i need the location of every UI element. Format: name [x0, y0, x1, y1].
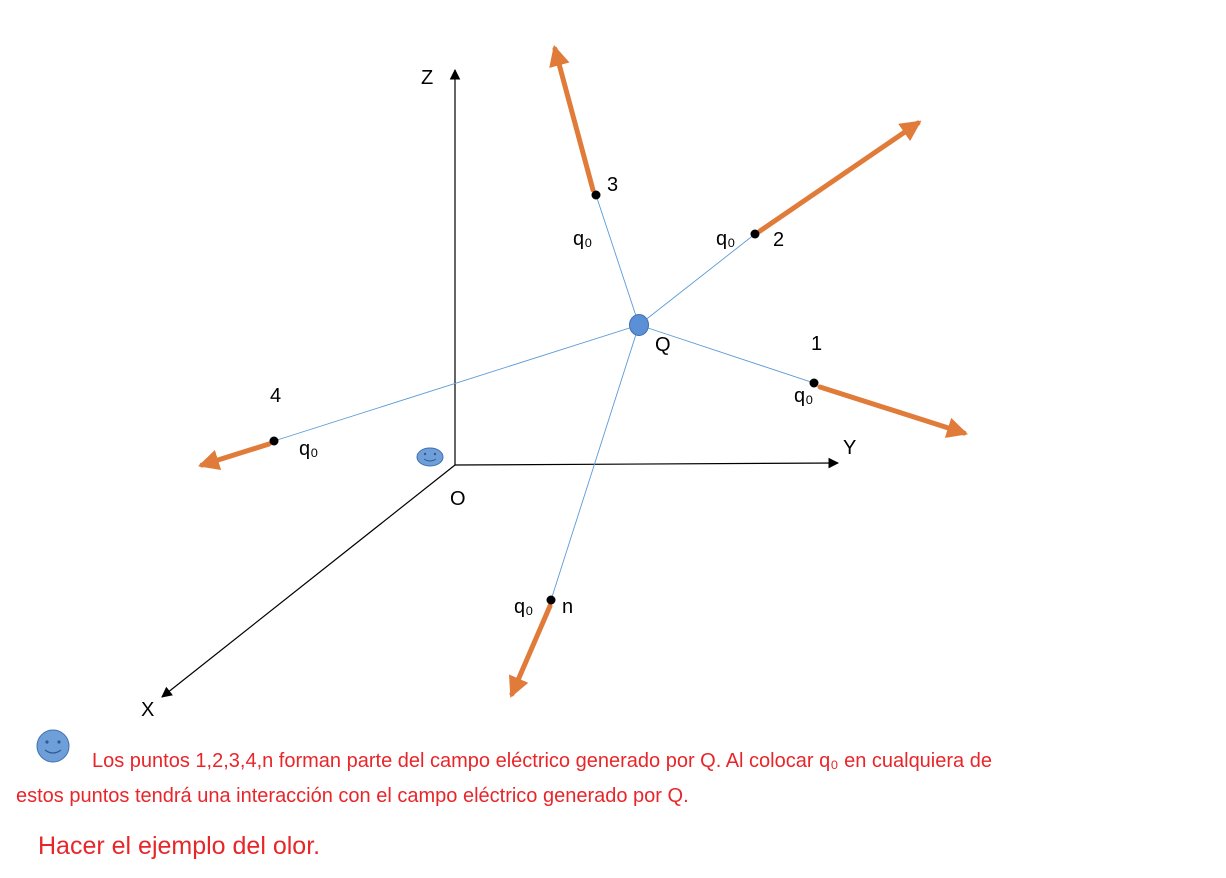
- point-n-charge-label: q₀: [514, 596, 533, 618]
- field-vector-n: [509, 603, 553, 698]
- teacher-note: Hacer el ejemplo del olor.: [38, 832, 321, 860]
- field-vector-4: [197, 441, 272, 470]
- point-n-number: n: [562, 596, 573, 618]
- point-n-dot: [546, 595, 556, 605]
- field-line-2: [638, 233, 756, 326]
- y-axis-label: Y: [843, 437, 856, 459]
- field-vector-2: [757, 120, 922, 234]
- central-charge-label: Q: [655, 334, 671, 356]
- central-charge: [629, 314, 649, 336]
- point-4-number: 4: [270, 385, 281, 407]
- field-vector-1: [817, 384, 969, 438]
- point-4-charge-label: q₀: [299, 438, 318, 460]
- point-3-charge-label: q₀: [573, 228, 592, 250]
- field-vectors: [197, 44, 969, 698]
- field-line-n: [550, 324, 640, 601]
- x-axis: [161, 464, 456, 698]
- caption-line-1: Los puntos 1,2,3,4,n forman parte del ca…: [92, 750, 992, 772]
- test-charge-points: [269, 190, 819, 605]
- caption-line-2: estos puntos tendrá una interacción con …: [16, 785, 689, 807]
- point-1-number: 1: [811, 333, 822, 355]
- point-3-number: 3: [607, 174, 618, 196]
- point-4-dot: [269, 436, 279, 446]
- x-axis-label: X: [141, 699, 154, 721]
- origin-label: O: [450, 488, 466, 510]
- point-2-number: 2: [773, 229, 784, 251]
- point-1-dot: [809, 378, 819, 388]
- y-axis: [454, 457, 840, 469]
- field-lines: [273, 194, 815, 601]
- point-1-charge-label: q₀: [794, 385, 813, 407]
- field-vector-3: [549, 44, 596, 193]
- smiley-icon: [416, 447, 444, 467]
- point-3-dot: [591, 190, 601, 200]
- point-2-dot: [750, 229, 760, 239]
- field-line-1: [638, 324, 815, 384]
- field-line-3: [595, 194, 640, 326]
- smiley-icon: [36, 729, 70, 763]
- z-axis-label: Z: [421, 67, 433, 89]
- point-2-charge-label: q₀: [716, 228, 735, 250]
- field-line-4: [273, 324, 640, 442]
